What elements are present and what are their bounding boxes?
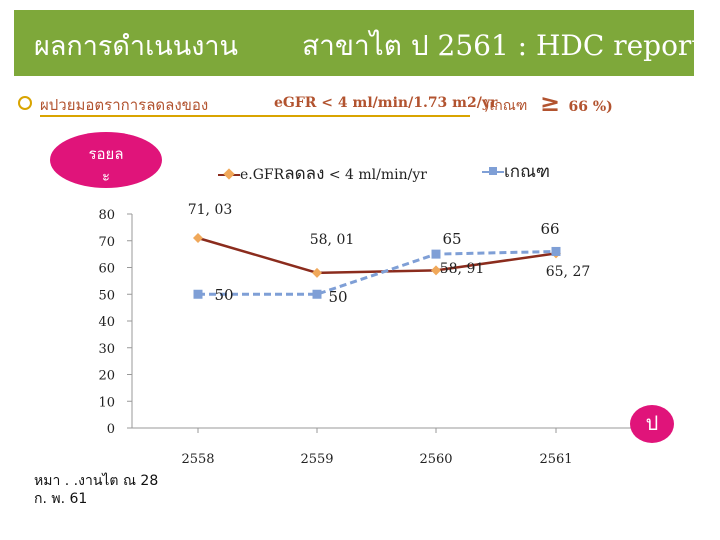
legend-line-2 <box>482 167 504 175</box>
subtitle-thai: ผปวยมอตราการลดลงของ <box>40 96 209 114</box>
bullet-circle-icon <box>18 96 32 110</box>
series-1-point <box>193 232 203 243</box>
header-title-right: สาขาไต ป 2561 : HDC report <box>302 29 703 62</box>
x-tick-label: 2561 <box>539 452 572 467</box>
unit-badge-line1: รอยล <box>88 145 124 163</box>
y-tick-label: 80 <box>98 208 115 223</box>
y-tick-label: 10 <box>98 395 115 410</box>
y-tick-label: 0 <box>107 422 115 437</box>
y-tick-label: 20 <box>98 369 115 384</box>
subtitle-percent: ≥ 66 %) <box>540 88 613 117</box>
y-tick-label: 70 <box>98 235 115 250</box>
series-1-data-label: 65, 27 <box>546 264 591 280</box>
subtitle-gfr: eGFR < 4 ml/min/1.73 m2/yr <box>274 95 498 111</box>
unit-badge-line2: ะ <box>101 167 111 185</box>
header-title-thai: ผลการดำเนนงาน <box>34 31 239 62</box>
legend-series-1-suffix: < 4 ml/min/yr <box>328 167 427 183</box>
series-2-point <box>312 289 322 299</box>
series-2-line <box>198 249 557 296</box>
right-badge: ป <box>630 405 674 443</box>
y-tick-label: 60 <box>98 262 115 277</box>
legend-marker-2 <box>489 167 497 175</box>
series-1-data-label: 71, 03 <box>188 202 233 218</box>
series-2-point <box>551 246 561 256</box>
series-1-data-label: 58, 01 <box>310 232 355 248</box>
header-bar: ผลการดำเนนงาน สาขาไต ป 2561 : HDC report <box>14 10 703 76</box>
subtitle-underline <box>40 115 470 117</box>
y-tick-label: 30 <box>98 342 115 357</box>
series-2-data-label: 50 <box>214 286 233 304</box>
series-1-line <box>197 236 557 275</box>
legend-series-1-prefix: e.GFR <box>240 167 285 183</box>
footnote-line-2: ก. พ. 61 <box>34 491 88 507</box>
series-1-data-label: 58, 91 <box>440 261 485 277</box>
legend-series-2: เกณฑ <box>482 158 550 185</box>
footnote: หมา . .งานไต ณ 28 ก. พ. 61 <box>34 472 158 508</box>
series-2-point <box>193 289 203 299</box>
y-tick-label: 50 <box>98 288 115 303</box>
unit-badge: รอยล ะ <box>50 132 162 188</box>
series-2-data-label: 66 <box>540 220 559 238</box>
subtitle-criteria: )เกณฑ <box>484 98 528 114</box>
subtitle-percent-symbol: ≥ <box>540 88 561 117</box>
series-2-point <box>431 249 441 259</box>
subtitle-percent-value: 66 %) <box>568 99 613 115</box>
footnote-line-1: หมา . .งานไต ณ 28 <box>34 473 159 489</box>
legend-line-1 <box>218 168 240 180</box>
series-1-point <box>312 267 322 278</box>
legend-series-1: e.GFRลดลง < 4 ml/min/yr <box>218 160 427 187</box>
series-2-data-label: 50 <box>328 288 347 306</box>
x-tick-label: 2559 <box>300 452 333 467</box>
series-1-point <box>431 265 441 276</box>
y-tick-label: 40 <box>98 315 115 330</box>
x-tick-label: 2558 <box>181 452 214 467</box>
legend-series-1-thai: ลดลง <box>284 164 325 184</box>
legend-series-2-name: เกณฑ <box>504 162 550 182</box>
series-2-data-label: 65 <box>442 230 461 248</box>
x-tick-label: 2560 <box>419 452 452 467</box>
